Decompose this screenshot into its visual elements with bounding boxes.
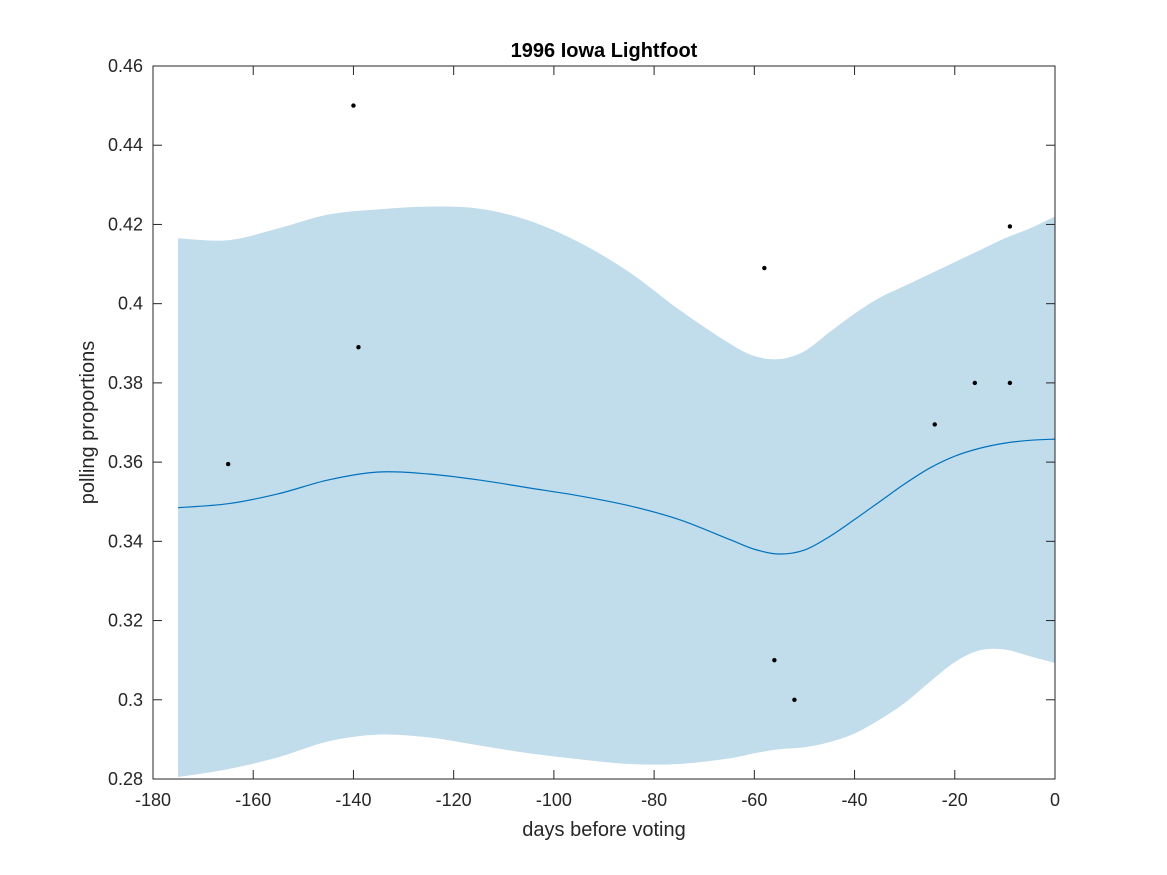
ticks-layer: -180 -160 -140 -120 -100 -80 -60 -40 -20 0 0.28 0.3…	[108, 56, 1060, 810]
x-tick-label: -180	[135, 790, 171, 810]
x-tick-label: -60	[741, 790, 767, 810]
y-tick-label: 0.42	[108, 214, 143, 234]
x-tick-label: -40	[842, 790, 868, 810]
y-axis-label: polling proportions	[77, 341, 99, 504]
y-tick-label: 0.4	[118, 294, 143, 314]
y-tick-label: 0.32	[108, 611, 143, 631]
x-tick-label: -20	[942, 790, 968, 810]
x-tick-label: -120	[436, 790, 472, 810]
y-tick-label: 0.36	[108, 452, 143, 472]
confidence-band	[178, 206, 1056, 778]
y-tick-label: 0.44	[108, 135, 143, 155]
data-point	[932, 422, 937, 427]
data-points-layer	[225, 103, 1013, 702]
data-point	[351, 103, 356, 108]
data-point	[1007, 380, 1013, 386]
x-axis-label: days before voting	[522, 819, 685, 841]
confidence-band-layer	[178, 206, 1056, 778]
data-point	[792, 697, 797, 702]
y-tick-label: 0.34	[108, 531, 143, 551]
y-tick-label: 0.3	[118, 690, 143, 710]
mean-line-layer	[178, 438, 1056, 555]
y-tick-label: 0.38	[108, 373, 143, 393]
y-tick-label: 0.28	[108, 769, 143, 789]
data-point	[772, 657, 777, 663]
axes-box	[152, 65, 1056, 780]
mean-line	[178, 438, 1056, 555]
chart-title: 1996 Iowa Lightfoot	[511, 40, 698, 62]
x-tick-label: 0	[1050, 790, 1060, 810]
data-point	[356, 345, 361, 350]
data-point	[972, 380, 978, 386]
x-tick-label: -140	[335, 790, 371, 810]
data-point	[762, 265, 767, 271]
x-tick-label: -80	[641, 790, 667, 810]
x-tick-label: -160	[235, 790, 271, 810]
y-tick-label: 0.46	[108, 56, 143, 76]
data-point	[1007, 224, 1013, 229]
x-tick-label: -100	[536, 790, 572, 810]
data-point	[225, 461, 231, 467]
